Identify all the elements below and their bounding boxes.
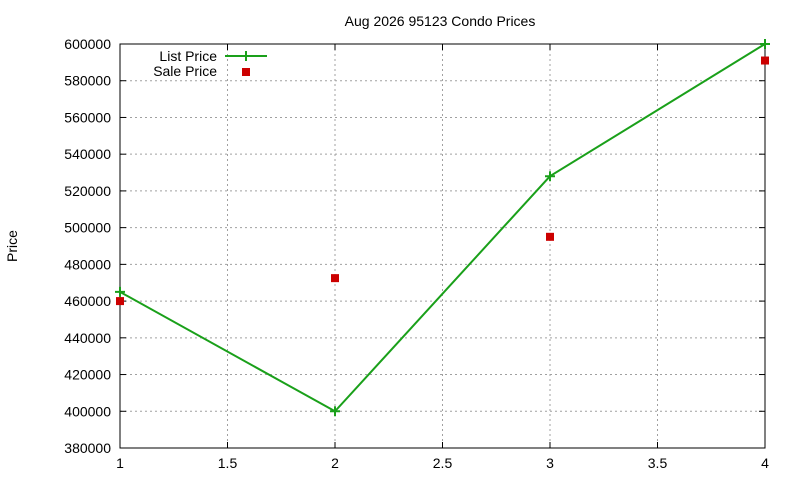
y-tick-label: 480000	[64, 256, 111, 272]
y-tick-label: 440000	[64, 330, 111, 346]
y-tick-label: 520000	[64, 183, 111, 199]
point-list-price	[760, 39, 770, 49]
y-tick-label: 420000	[64, 367, 111, 383]
point-sale-price	[761, 56, 769, 65]
y-tick-label: 560000	[64, 109, 111, 125]
x-tick-label: 3.5	[648, 455, 668, 471]
y-axis-label: Price	[4, 230, 20, 262]
point-list-price	[330, 406, 340, 417]
legend-label-list-price: List Price	[159, 48, 217, 64]
y-tick-label: 380000	[64, 440, 111, 456]
point-sale-price	[546, 232, 554, 241]
y-tick-label: 400000	[64, 403, 111, 419]
grid	[120, 44, 765, 448]
point-sale-price	[331, 274, 339, 283]
legend-marker-sale-price	[242, 68, 250, 76]
x-tick-label: 3	[546, 455, 554, 471]
legend-marker-list-price	[241, 51, 251, 61]
y-tick-label: 540000	[64, 146, 111, 162]
point-list-price	[115, 286, 125, 297]
y-tick-label: 600000	[64, 36, 111, 52]
y-tick-label: 460000	[64, 293, 111, 309]
series	[115, 39, 770, 417]
x-tick-label: 2	[331, 455, 339, 471]
point-list-price	[545, 171, 555, 182]
y-tick-label: 500000	[64, 220, 111, 236]
series-line-list-price	[119, 43, 766, 413]
x-tick-label: 4	[761, 455, 769, 471]
x-tick-label: 1	[116, 455, 124, 471]
axis-ticks: 380000 400000 420000 440000 460000 480000 5000…	[64, 36, 769, 471]
x-tick-label: 2.5	[433, 455, 453, 471]
chart-title: Aug 2026 95123 Condo Prices	[345, 13, 536, 29]
y-tick-label: 580000	[64, 73, 111, 89]
x-tick-label: 1.5	[218, 455, 238, 471]
legend: List Price Sale Price	[153, 48, 267, 79]
legend-label-sale-price: Sale Price	[153, 63, 217, 79]
point-sale-price	[116, 297, 124, 306]
